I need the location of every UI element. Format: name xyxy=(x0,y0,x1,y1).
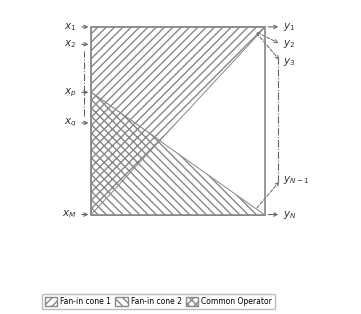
Bar xyxy=(91,27,265,214)
Text: $x_p$: $x_p$ xyxy=(64,86,77,99)
Text: $x_q$: $x_q$ xyxy=(64,117,77,129)
Legend: Fan-in cone 1, Fan-in cone 2, Common Operator: Fan-in cone 1, Fan-in cone 2, Common Ope… xyxy=(42,294,275,309)
Text: $y_2$: $y_2$ xyxy=(283,38,295,50)
Polygon shape xyxy=(91,92,160,214)
Text: $x_M$: $x_M$ xyxy=(62,208,77,220)
Text: $x_1$: $x_1$ xyxy=(64,21,77,33)
Text: $x_2$: $x_2$ xyxy=(64,38,77,50)
Text: $y_3$: $y_3$ xyxy=(283,56,295,68)
Polygon shape xyxy=(91,27,265,214)
Text: $y_1$: $y_1$ xyxy=(283,21,295,33)
Text: $y_{N-1}$: $y_{N-1}$ xyxy=(283,174,310,186)
Polygon shape xyxy=(91,92,265,214)
Text: $y_N$: $y_N$ xyxy=(283,208,296,220)
